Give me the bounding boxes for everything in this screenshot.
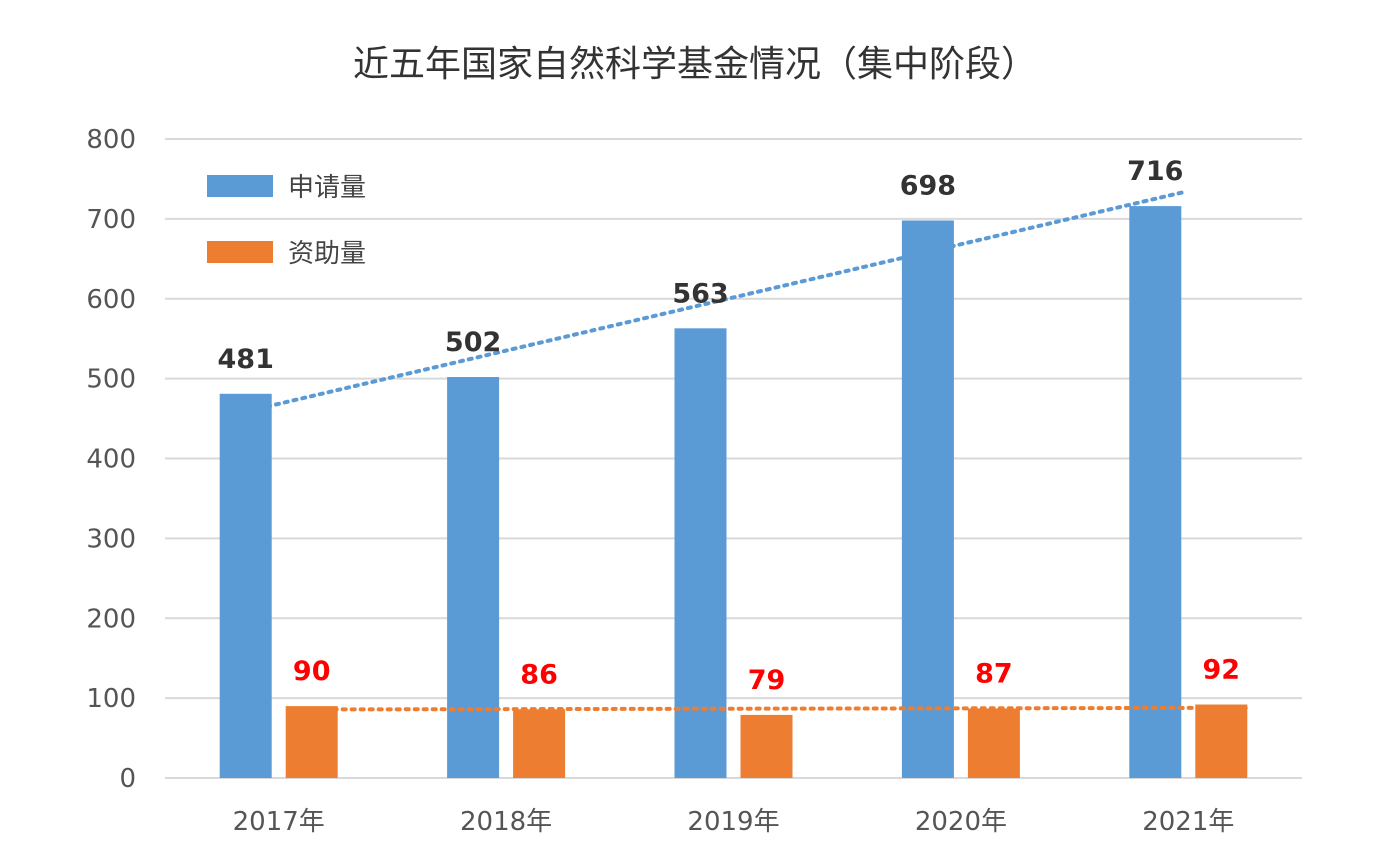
gridlines bbox=[165, 138, 1302, 779]
x-axis: 2017年 2018年 2019年 2020年 2021年 bbox=[233, 807, 1235, 837]
x-tick-label: 2020年 bbox=[915, 807, 1007, 837]
y-tick-label: 800 bbox=[86, 125, 136, 155]
bar bbox=[1129, 206, 1182, 779]
data-label: 87 bbox=[975, 659, 1013, 690]
bar bbox=[967, 708, 1020, 778]
bar bbox=[219, 393, 272, 778]
trendlines bbox=[247, 189, 1254, 712]
bar bbox=[901, 220, 954, 778]
legend-label: 申请量 bbox=[288, 173, 366, 203]
y-tick-label: 0 bbox=[119, 764, 136, 794]
bar bbox=[513, 709, 566, 778]
y-tick-label: 500 bbox=[86, 365, 136, 395]
trendline bbox=[313, 705, 1254, 712]
bar bbox=[674, 328, 727, 778]
chart-title: 近五年国家自然科学基金情况（集中阶段） bbox=[353, 44, 1037, 85]
data-labels: 481 502 563 698 716 90 86 79 87 92 bbox=[218, 156, 1241, 696]
data-label: 698 bbox=[900, 170, 956, 201]
data-label: 90 bbox=[293, 656, 331, 687]
bar bbox=[740, 714, 793, 778]
legend-label: 资助量 bbox=[288, 239, 366, 269]
data-label: 563 bbox=[672, 278, 728, 309]
data-label: 86 bbox=[520, 659, 558, 690]
y-tick-label: 700 bbox=[86, 205, 136, 235]
x-tick-label: 2021年 bbox=[1142, 807, 1234, 837]
bar bbox=[285, 706, 338, 778]
x-tick-label: 2018年 bbox=[460, 807, 552, 837]
y-tick-label: 300 bbox=[86, 524, 136, 554]
y-tick-label: 200 bbox=[86, 604, 136, 634]
data-label: 502 bbox=[445, 327, 501, 358]
x-tick-label: 2019年 bbox=[687, 807, 779, 837]
y-tick-label: 100 bbox=[86, 684, 136, 714]
x-tick-label: 2017年 bbox=[233, 807, 325, 837]
data-label: 79 bbox=[748, 665, 786, 696]
bars bbox=[219, 206, 1248, 779]
data-label: 481 bbox=[218, 344, 274, 375]
bar bbox=[1195, 704, 1248, 778]
data-label: 92 bbox=[1203, 655, 1241, 686]
data-label: 716 bbox=[1127, 156, 1183, 187]
y-tick-label: 600 bbox=[86, 285, 136, 315]
legend-swatch bbox=[207, 175, 273, 197]
y-axis: 0 100 200 300 400 500 600 700 800 bbox=[86, 125, 136, 794]
bar bbox=[447, 377, 500, 778]
legend-swatch bbox=[207, 241, 273, 263]
trendline bbox=[247, 189, 1188, 413]
y-tick-label: 400 bbox=[86, 445, 136, 475]
